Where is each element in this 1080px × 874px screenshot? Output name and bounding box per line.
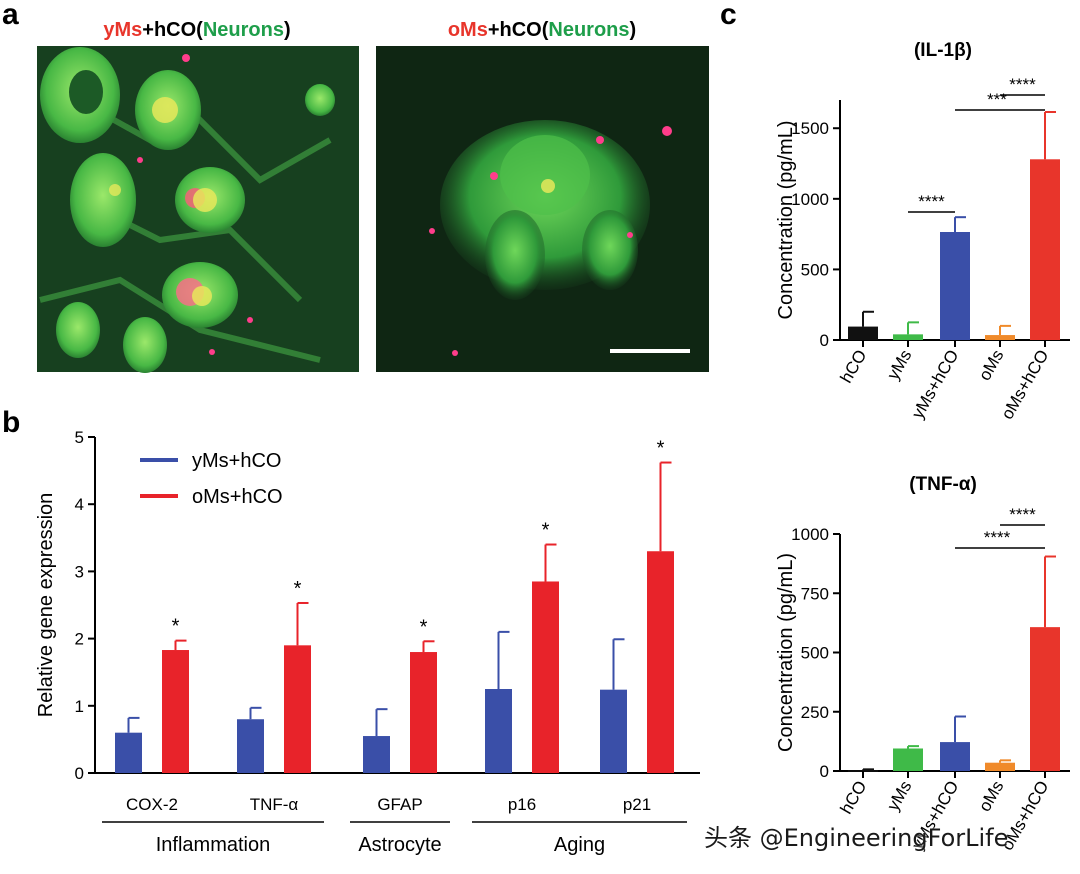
chart-title: (TNF-α) [909, 474, 977, 495]
y-tick-label: 500 [801, 260, 829, 279]
title-prefix: yMs [103, 19, 142, 41]
y-tick-label: 3 [75, 562, 84, 581]
x-tick-label: hCO [837, 778, 871, 818]
bar-yMs+hCO [115, 732, 142, 773]
micrograph-right [376, 46, 709, 372]
bar-oMs+hCO [1030, 627, 1060, 771]
micrograph-left-title: yMs+hCO(Neurons) [103, 19, 290, 41]
x-tick-label: oMs [975, 347, 1008, 384]
bar-oMs+hCO [532, 581, 559, 773]
chart-title: (IL-1β) [914, 40, 972, 61]
bar-oMs+hCO [410, 652, 437, 773]
x-tick-label: yMs+hCO [908, 347, 962, 422]
x-tick-label: GFAP [377, 795, 422, 814]
significance-label: **** [1009, 505, 1036, 524]
x-tick-label: yMs [883, 778, 915, 814]
significance-star: * [420, 616, 428, 638]
title-close: ) [284, 19, 291, 41]
bar-oMs+hCO [284, 645, 311, 773]
y-tick-label: 1500 [791, 119, 829, 138]
y-tick-label: 250 [801, 703, 829, 722]
title-stain: Neurons [548, 19, 629, 41]
bar-yMs+hCO [600, 689, 627, 773]
y-tick-label: 5 [75, 428, 84, 447]
x-tick-label: yMs [883, 347, 915, 383]
scale-bar [610, 349, 690, 353]
title-suffix: +hCO( [488, 19, 549, 41]
y-axis-title: Concentration (pg/mL) [775, 553, 797, 752]
bar-oMs [985, 762, 1015, 771]
y-tick-label: 2 [75, 630, 84, 649]
title-prefix: oMs [448, 19, 488, 41]
y-axis-title: Concentration (pg/mL) [775, 121, 797, 320]
x-tick-label: p21 [623, 795, 651, 814]
y-axis-title: Relative gene expression [35, 493, 57, 718]
significance-label: **** [984, 528, 1011, 547]
legend-label: oMs+hCO [192, 486, 283, 508]
significance-label: **** [1009, 75, 1036, 94]
significance-label: *** [987, 90, 1007, 109]
micrograph-left [37, 46, 359, 373]
y-tick-label: 750 [801, 584, 829, 603]
y-tick-label: 1 [75, 697, 84, 716]
bar-yMs+hCO [363, 736, 390, 773]
significance-star: * [542, 520, 550, 542]
title-suffix: +hCO( [142, 19, 203, 41]
y-tick-label: 0 [820, 331, 829, 350]
watermark: 头条 @EngineeringForLife [704, 824, 1009, 852]
panel-label-a: a [2, 0, 19, 31]
bar-oMs+hCO [647, 551, 674, 773]
significance-star: * [294, 578, 302, 600]
bar-yMs [893, 748, 923, 771]
x-tick-label: p16 [508, 795, 536, 814]
title-close: ) [630, 19, 637, 41]
micrograph-right-title: oMs+hCO(Neurons) [448, 19, 636, 41]
y-tick-label: 1000 [791, 525, 829, 544]
bar-oMs [985, 335, 1015, 340]
gene-expression-chart: 0 1 2 3 4 5 * COX-2 * TNF-α * GFAP * p16 * p21 Inflammat… [35, 428, 700, 856]
x-tick-label: COX-2 [126, 795, 178, 814]
bar-yMs [893, 334, 923, 340]
group-label: Astrocyte [358, 834, 441, 856]
bar-yMs+hCO [940, 232, 970, 340]
bar-oMs+hCO [162, 650, 189, 773]
group-label: Inflammation [156, 834, 271, 856]
panel-label-c: c [720, 0, 737, 31]
bar-oMs+hCO [1030, 159, 1060, 340]
significance-label: **** [918, 192, 945, 211]
x-tick-label: hCO [837, 347, 871, 387]
x-tick-label: oMs [975, 778, 1008, 815]
significance-star: * [172, 616, 180, 638]
bar-yMs+hCO [485, 689, 512, 773]
x-tick-label: TNF-α [250, 795, 299, 814]
y-tick-label: 4 [75, 495, 84, 514]
legend-label: yMs+hCO [192, 450, 281, 472]
y-tick-label: 0 [75, 764, 84, 783]
significance-star: * [657, 438, 665, 460]
y-tick-label: 500 [801, 644, 829, 663]
bar-yMs+hCO [940, 742, 970, 771]
y-tick-label: 0 [820, 762, 829, 781]
panel-label-b: b [2, 406, 20, 439]
bar-yMs+hCO [237, 719, 264, 773]
title-stain: Neurons [203, 19, 284, 41]
group-label: Aging [554, 834, 605, 856]
y-tick-label: 1000 [791, 190, 829, 209]
bar-hCO [848, 326, 878, 340]
